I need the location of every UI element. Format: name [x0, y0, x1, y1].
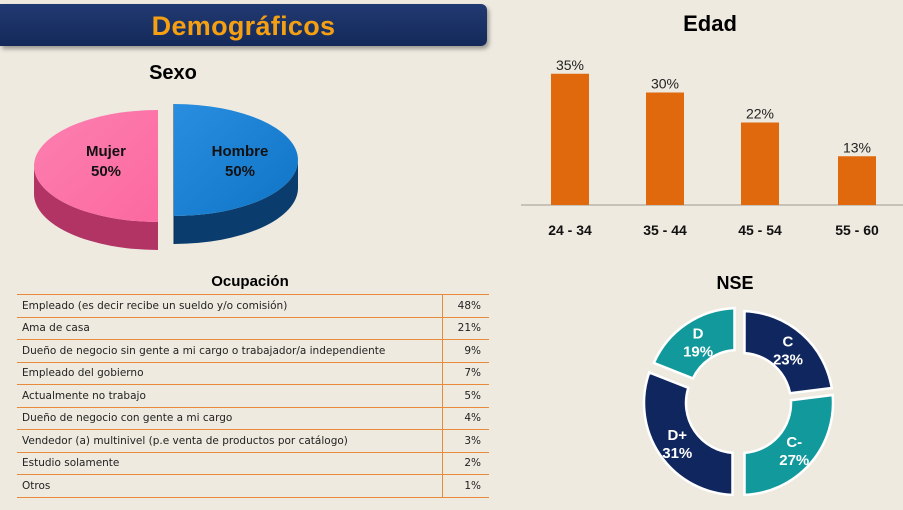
edad-bar-1 [646, 92, 684, 205]
nse-slice-c-minus [743, 393, 835, 497]
edad-category-label-2: 45 - 54 [738, 222, 782, 238]
ocupacion-value: 48% [442, 294, 489, 318]
table-row: Empleado del gobierno 7% [17, 361, 489, 385]
ocupacion-label: Dueño de negocio con gente a mi cargo [17, 406, 443, 430]
hombre-slice-side [174, 160, 298, 244]
nse-slice-value-d: 19% [683, 343, 713, 360]
table-row: Actualmente no trabajo 5% [17, 384, 489, 408]
table-row: Ama de casa 21% [17, 316, 489, 340]
edad-bar-label-1: 30% [651, 76, 679, 92]
ocupacion-label: Vendedor (a) multinivel (p.e venta de pr… [17, 429, 443, 453]
ocupacion-label: Estudio solamente [17, 451, 443, 475]
ocupacion-label: Otros [17, 474, 443, 498]
nse-slice-d [652, 306, 736, 380]
ocupacion-value: 3% [442, 429, 489, 453]
hombre-slice-label: Hombre [212, 143, 269, 160]
edad-category-label-1: 35 - 44 [643, 222, 687, 238]
ocupacion-label: Actualmente no trabajo [17, 384, 443, 408]
nse-slice-label-c-minus: C- [786, 434, 802, 451]
ocupacion-label: Ama de casa [17, 316, 443, 340]
ocupacion-value: 7% [442, 361, 489, 385]
title-banner: Demográficos [0, 4, 487, 46]
nse-slice-label-c: C [783, 334, 794, 351]
mujer-slice-value: 50% [91, 163, 121, 180]
ocupacion-value: 21% [442, 316, 489, 340]
hombre-slice [174, 104, 298, 216]
mujer-slice [34, 110, 158, 222]
ocupacion-label: Empleado (es decir recibe un sueldo y/o … [17, 294, 443, 318]
mujer-slice-side [34, 166, 158, 250]
nse-slice-value-c-minus: 27% [779, 452, 809, 469]
edad-bar-label-3: 13% [843, 139, 871, 155]
table-row: Empleado (es decir recibe un sueldo y/o … [17, 294, 489, 318]
edad-chart-title: Edad [683, 11, 737, 36]
edad-bar-label-0: 35% [556, 57, 584, 73]
ocupacion-label: Empleado del gobierno [17, 361, 443, 385]
ocupacion-value: 4% [442, 406, 489, 430]
sexo-chart-title: Sexo [149, 62, 197, 84]
nse-slice-value-c: 23% [773, 352, 803, 369]
nse-slice-d-plus [642, 370, 734, 497]
nse-chart-title: NSE [716, 273, 754, 293]
ocupacion-value: 2% [442, 451, 489, 475]
edad-bar-3 [838, 156, 876, 205]
edad-bar-label-2: 22% [746, 106, 774, 122]
nse-slice-label-d: D [693, 325, 704, 342]
ocupacion-table: Empleado (es decir recibe un sueldo y/o … [17, 294, 489, 498]
ocupacion-title: Ocupación [211, 273, 289, 290]
ocupacion-value: 5% [442, 384, 489, 408]
ocupacion-value: 1% [442, 474, 489, 498]
table-row: Estudio solamente 2% [17, 451, 489, 475]
mujer-slice-label: Mujer [86, 143, 126, 160]
hombre-slice-value: 50% [225, 163, 255, 180]
table-row: Otros 1% [17, 474, 489, 498]
nse-slice-c [743, 309, 834, 395]
table-row: Dueño de negocio sin gente a mi cargo o … [17, 339, 489, 363]
nse-slice-value-d-plus: 31% [662, 445, 692, 462]
ocupacion-value: 9% [442, 339, 489, 363]
nse-slice-label-d-plus: D+ [667, 427, 687, 444]
ocupacion-label: Dueño de negocio sin gente a mi cargo o … [17, 339, 443, 363]
edad-bar-2 [741, 122, 779, 205]
edad-bar-0 [551, 73, 589, 205]
table-row: Dueño de negocio con gente a mi cargo 4% [17, 406, 489, 430]
table-row: Vendedor (a) multinivel (p.e venta de pr… [17, 429, 489, 453]
edad-category-label-0: 24 - 34 [548, 222, 592, 238]
edad-category-label-3: 55 - 60 [835, 222, 879, 238]
page-title: Demográficos [151, 11, 336, 41]
